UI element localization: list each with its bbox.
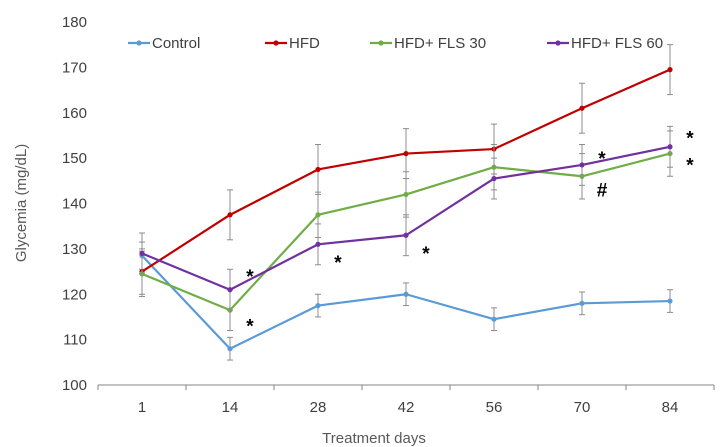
x-tick-label: 14 bbox=[222, 399, 239, 416]
data-point bbox=[403, 191, 409, 198]
data-point bbox=[579, 300, 585, 306]
y-tick-label: 100 bbox=[62, 377, 87, 394]
y-tick-label: 180 bbox=[62, 14, 87, 31]
data-point bbox=[403, 150, 409, 157]
series-layer bbox=[139, 44, 673, 361]
legend-label: HFD bbox=[289, 35, 320, 52]
data-point bbox=[403, 291, 409, 297]
data-point bbox=[491, 316, 497, 322]
data-point bbox=[579, 162, 585, 168]
y-tick-label: 140 bbox=[62, 196, 87, 213]
data-point bbox=[491, 175, 497, 182]
y-tick-label: 110 bbox=[63, 332, 87, 349]
data-point bbox=[667, 144, 673, 150]
data-point bbox=[227, 346, 233, 352]
y-tick-label: 160 bbox=[62, 105, 87, 122]
data-point bbox=[315, 302, 321, 309]
x-tick-label: 56 bbox=[486, 399, 503, 416]
data-point bbox=[315, 212, 321, 218]
x-axis-title: Treatment days bbox=[322, 430, 426, 447]
legend-swatch-marker bbox=[378, 40, 384, 46]
series-hfd-fls-60 bbox=[139, 125, 673, 311]
data-point bbox=[667, 67, 673, 73]
x-tick-label: 1 bbox=[138, 399, 146, 416]
data-point bbox=[667, 298, 673, 304]
significance-star: * bbox=[422, 244, 430, 265]
significance-star: * bbox=[686, 128, 694, 149]
y-tick-label: 120 bbox=[62, 286, 87, 303]
x-tick-label: 42 bbox=[398, 399, 415, 416]
legend-swatch-marker bbox=[273, 40, 279, 46]
legend: Control HFD HFD+ FLS 30 HFD+ FLS 60 bbox=[128, 35, 663, 52]
legend-swatch-marker bbox=[555, 40, 561, 46]
data-point bbox=[403, 232, 409, 238]
y-tick-label: 150 bbox=[62, 150, 87, 167]
legend-swatch-marker bbox=[136, 40, 142, 46]
y-tick-label: 170 bbox=[62, 59, 87, 76]
data-point bbox=[315, 241, 321, 247]
x-tick-label: 84 bbox=[662, 399, 679, 416]
x-tick-label: 28 bbox=[310, 399, 327, 416]
significance-star: * bbox=[686, 156, 694, 177]
legend-label: Control bbox=[152, 35, 200, 52]
significance-star: * bbox=[598, 149, 606, 170]
significance-star: * bbox=[246, 267, 254, 288]
series-control bbox=[139, 241, 673, 361]
legend-label: HFD+ FLS 60 bbox=[571, 35, 663, 52]
data-point bbox=[139, 250, 145, 257]
significance-star: * bbox=[334, 253, 342, 274]
annotations: * * * * * # * * bbox=[246, 128, 694, 337]
series-hfd bbox=[139, 44, 673, 295]
significance-star: * bbox=[246, 317, 254, 338]
data-point bbox=[227, 212, 233, 218]
hash-marker: # bbox=[597, 181, 608, 202]
legend-label: HFD+ FLS 30 bbox=[394, 35, 486, 52]
y-axis-title: Glycemia (mg/dL) bbox=[13, 144, 30, 262]
x-tick-label: 70 bbox=[574, 399, 591, 416]
y-tick-label: 130 bbox=[62, 241, 87, 258]
data-point bbox=[227, 287, 233, 293]
data-point bbox=[315, 166, 321, 173]
data-point bbox=[579, 105, 585, 111]
axes: 1 14 28 42 56 70 84 100 110 120 130 140 150 160 170 180 bbox=[62, 14, 715, 416]
